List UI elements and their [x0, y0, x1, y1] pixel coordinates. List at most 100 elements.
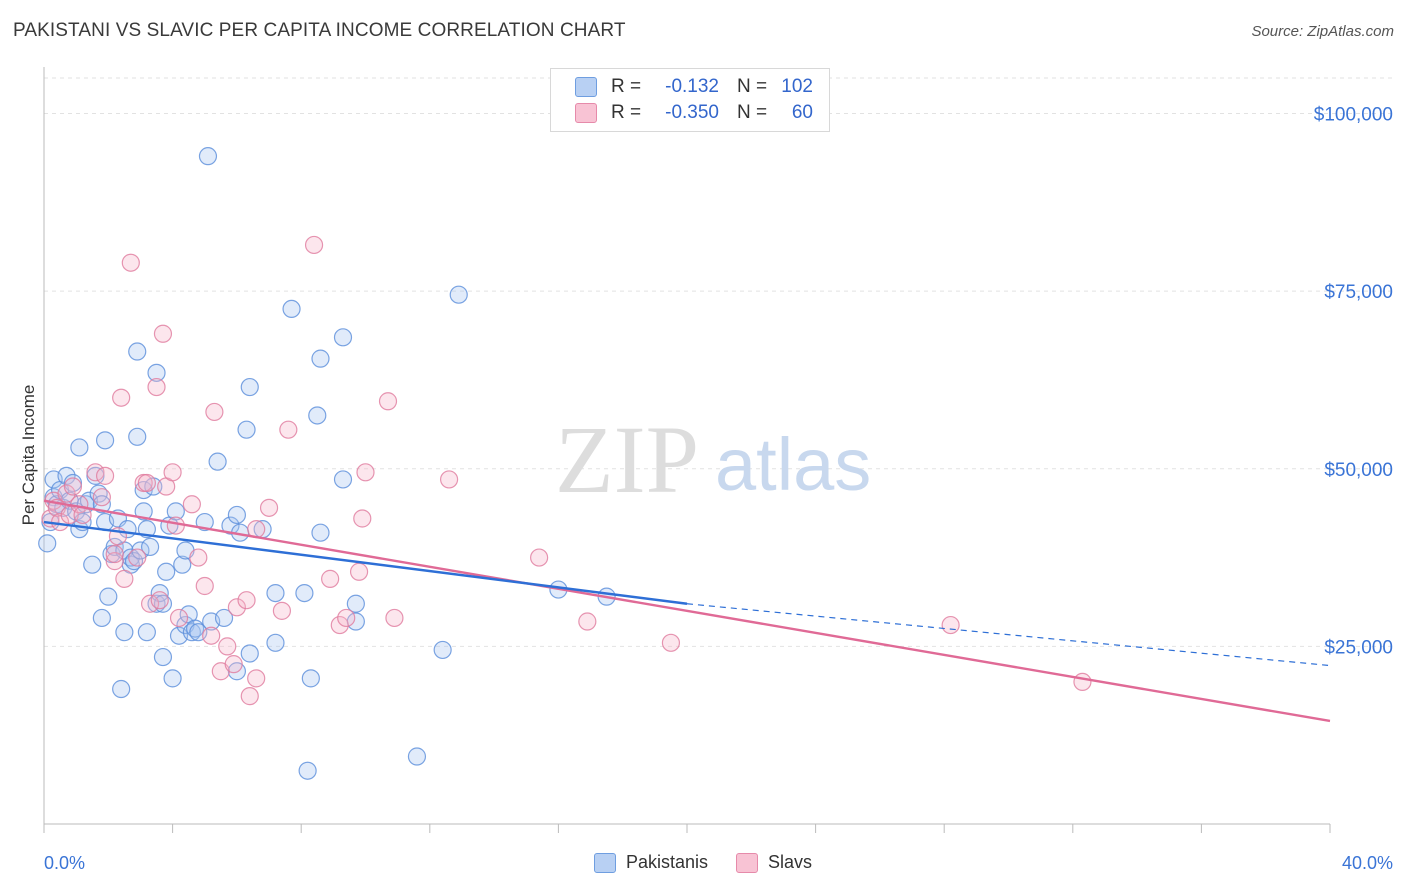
- slavs-point: [304, 235, 324, 255]
- legend-label-slavs: Slavs: [768, 852, 813, 872]
- slavs-point: [140, 594, 160, 613]
- pakistanis-point: [311, 523, 330, 542]
- slavs-point: [105, 552, 124, 571]
- slavs-point: [353, 509, 372, 528]
- slavs-point: [128, 548, 147, 567]
- pakistanis-point: [295, 583, 314, 603]
- slavs-point: [272, 601, 292, 620]
- y-tick-label: $50,000: [1324, 460, 1393, 481]
- slavs-point: [166, 516, 185, 535]
- axes: [43, 67, 1331, 833]
- pakistanis-point: [282, 299, 301, 319]
- slavs-point: [105, 544, 124, 564]
- legend-item-pakistanis[interactable]: Pakistanis: [593, 852, 709, 873]
- slavs-point: [92, 488, 111, 507]
- pakistanis-point: [298, 761, 317, 780]
- slavs-point: [224, 655, 243, 674]
- pakistanis-point: [237, 420, 256, 439]
- slavs-point: [337, 608, 356, 628]
- slavs-point: [1073, 672, 1092, 692]
- pakistanis-point: [221, 516, 240, 535]
- pakistanis-point: [153, 594, 173, 613]
- grid-lines: [44, 77, 1395, 647]
- slavs-point: [240, 687, 259, 706]
- pakistanis-points: [38, 147, 616, 780]
- legend-r-value: -0.350: [665, 102, 719, 123]
- slavs-point: [941, 615, 960, 635]
- slavs-point: [330, 615, 349, 635]
- pakistanis-point: [346, 594, 365, 613]
- legend-swatch-slavs: [575, 103, 597, 123]
- slavs-point: [63, 477, 83, 496]
- pakistanis-point: [92, 608, 111, 628]
- pakistanis-point: [92, 495, 111, 514]
- pakistanis-point: [99, 587, 118, 606]
- pakistanis-point: [214, 608, 234, 628]
- slavs-point: [530, 548, 549, 567]
- pakistanis-trend-extension: [686, 603, 1331, 667]
- slavs-point: [95, 466, 115, 485]
- y-tick-label: $75,000: [1324, 282, 1393, 303]
- legend-r-value: -0.132: [665, 76, 719, 97]
- slavs-point: [385, 608, 404, 628]
- slavs-point: [202, 626, 221, 645]
- slavs-point: [195, 576, 214, 596]
- stats-legend: R = -0.132 N = 102 R = -0.350 N = 60: [550, 68, 830, 132]
- slavs-point: [115, 569, 134, 588]
- pakistanis-point: [449, 285, 468, 304]
- legend-n-value: 60: [791, 102, 813, 123]
- pakistanis-point: [266, 583, 285, 603]
- slavs-point: [205, 402, 224, 422]
- pakistanis-point: [182, 623, 201, 642]
- pakistanis-point: [70, 438, 89, 457]
- series-legend: Pakistanis Slavs: [0, 852, 1406, 873]
- pakistanis-point: [163, 669, 182, 688]
- slavs-point: [169, 608, 189, 628]
- x-tick-label: 40.0%: [1342, 853, 1393, 873]
- slavs-point: [218, 637, 237, 656]
- legend-item-slavs[interactable]: Slavs: [736, 852, 812, 873]
- pakistanis-point: [95, 431, 115, 450]
- slavs-point: [121, 253, 140, 272]
- pakistanis-point: [433, 640, 452, 660]
- pakistanis-point: [157, 562, 176, 581]
- slavs-point: [227, 598, 246, 617]
- tick-labels: $25,000 $50,000 $75,000 $100,000 0.0% 40.0%: [44, 105, 1393, 873]
- slavs-point: [279, 420, 298, 439]
- pakistanis-point: [301, 669, 320, 688]
- legend-swatch-pakistanis: [593, 852, 616, 873]
- chart-title: PAKISTANI VS SLAVIC PER CAPITA INCOME CO…: [13, 20, 626, 41]
- watermark-atlas: atlas: [715, 423, 871, 506]
- legend-n-label: N =: [737, 102, 768, 123]
- slavs-point: [150, 591, 169, 610]
- slavs-point: [189, 548, 208, 567]
- legend-r-label: R =: [611, 102, 642, 123]
- pakistanis-point: [208, 452, 227, 471]
- slavs-point: [163, 463, 182, 482]
- pakistanis-point: [128, 427, 147, 446]
- slavs-point: [321, 569, 340, 588]
- pakistanis-point: [57, 466, 76, 485]
- pakistanis-point: [89, 484, 108, 503]
- slavs-point: [259, 498, 279, 517]
- pakistanis-point: [333, 328, 353, 347]
- pakistanis-point: [186, 619, 205, 638]
- pakistanis-point: [266, 633, 285, 652]
- pakistanis-point: [227, 505, 246, 525]
- y-tick-label: $100,000: [1314, 105, 1393, 126]
- y-axis-label: Per Capita Income: [19, 384, 38, 526]
- legend-n-label: N =: [737, 76, 768, 97]
- slavs-point: [153, 324, 173, 343]
- pakistanis-point: [134, 502, 153, 521]
- y-tick-label: $25,000: [1324, 637, 1393, 658]
- pakistanis-point: [83, 555, 102, 574]
- legend-n-value: 102: [781, 76, 813, 97]
- legend-swatch-slavs: [736, 852, 759, 873]
- legend-row-slavs: R = -0.350 N = 60: [575, 101, 813, 125]
- pakistanis-point: [124, 552, 144, 571]
- watermark: ZIP atlas: [555, 406, 871, 513]
- legend-label-pakistanis: Pakistanis: [625, 852, 709, 872]
- slavs-trend-line: [43, 499, 1331, 723]
- slavs-point: [137, 473, 156, 493]
